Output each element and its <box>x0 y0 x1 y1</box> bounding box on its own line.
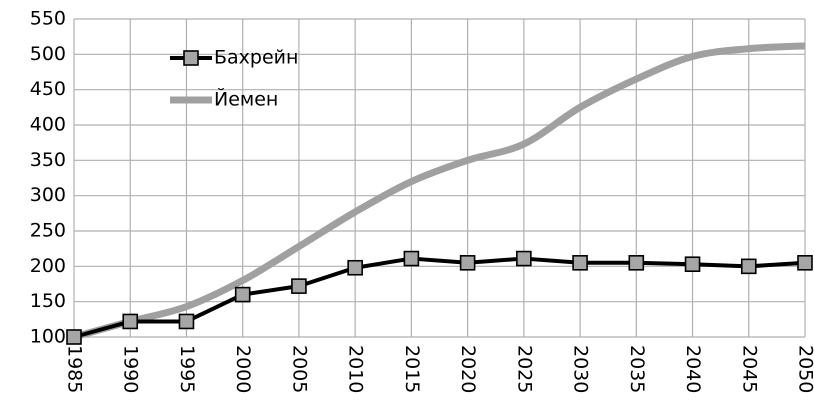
y-tick-label: 400 <box>30 114 66 136</box>
legend: Бахрейн Йемен <box>170 47 298 111</box>
legend-label: Йемен <box>214 88 278 111</box>
legend-label: Бахрейн <box>214 47 298 69</box>
grid: 100 150 200 250 300 350 400 450 500 550 1985 1990 19… <box>30 8 814 394</box>
x-tick-label: 2050 <box>795 345 814 393</box>
point-marker <box>67 330 81 344</box>
x-tick-label: 1985 <box>64 345 86 393</box>
point-marker <box>629 256 643 270</box>
x-tick-label: 2045 <box>738 345 760 393</box>
x-tick-label: 2035 <box>626 345 648 393</box>
point-marker <box>404 252 418 266</box>
point-marker <box>517 252 531 266</box>
point-marker <box>123 314 137 328</box>
y-tick-label: 150 <box>30 290 66 312</box>
point-marker <box>686 257 700 271</box>
y-tick-label: 300 <box>30 184 66 206</box>
y-tick-label: 350 <box>30 149 66 171</box>
x-tick-label: 2040 <box>682 345 704 393</box>
y-tick-label: 200 <box>30 255 66 277</box>
point-marker <box>742 259 756 273</box>
point-marker <box>573 256 587 270</box>
y-tick-label: 500 <box>30 43 66 65</box>
y-tick-label: 550 <box>30 8 66 30</box>
x-tick-label: 2025 <box>513 345 535 393</box>
point-marker <box>292 279 306 293</box>
point-marker <box>461 256 475 270</box>
x-tick-label: 2015 <box>401 345 423 393</box>
x-tick-label: 2030 <box>570 345 592 393</box>
x-tick-label: 1995 <box>176 345 198 393</box>
y-tick-label: 250 <box>30 220 66 242</box>
x-tick-label: 2010 <box>345 345 367 393</box>
point-marker <box>348 261 362 275</box>
lines <box>67 46 812 344</box>
x-tick-label: 2000 <box>232 345 254 393</box>
y-tick-label: 450 <box>30 78 66 100</box>
x-tick-label: 1990 <box>120 345 142 393</box>
y-tick-label: 100 <box>30 326 66 348</box>
x-tick-label: 2020 <box>457 345 479 393</box>
point-marker <box>236 288 250 302</box>
x-tick-label: 2005 <box>288 345 310 393</box>
legend-marker <box>184 51 198 65</box>
point-marker <box>798 256 812 270</box>
point-marker <box>179 314 193 328</box>
